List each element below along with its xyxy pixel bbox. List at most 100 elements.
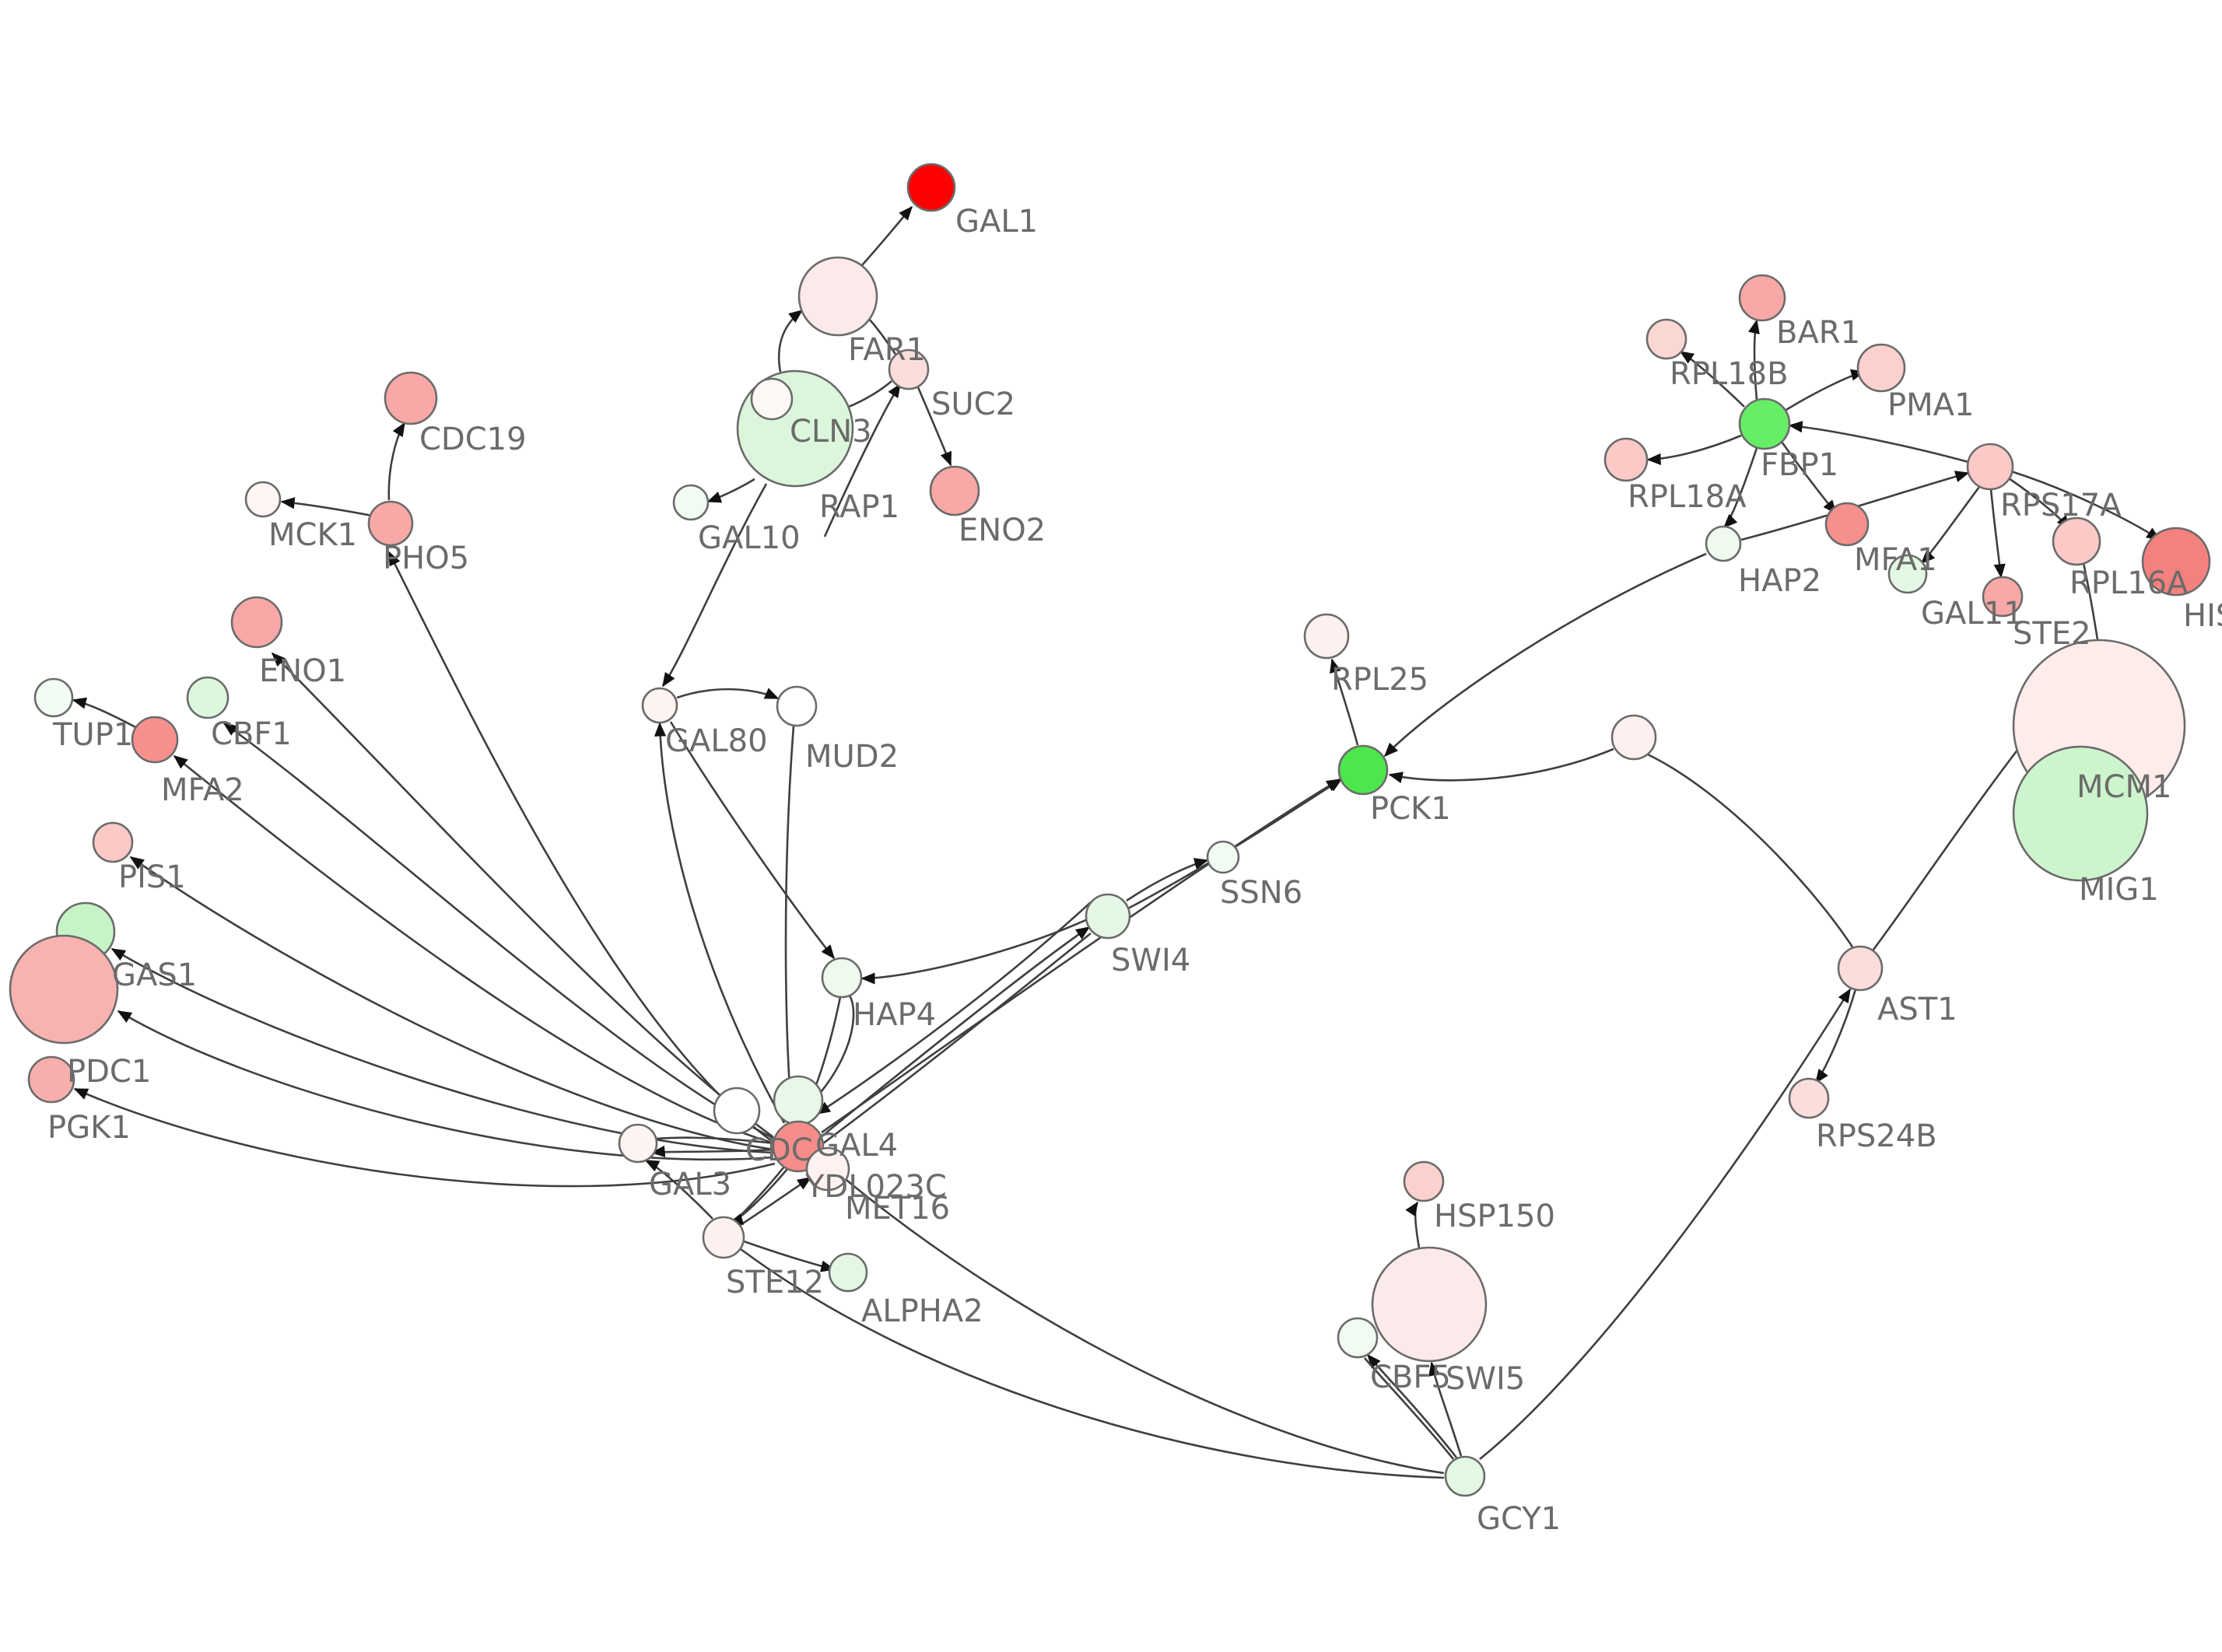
gene-label-met16: MET16 xyxy=(845,1191,950,1227)
edge-STE12-to-GAL3 xyxy=(644,1159,713,1220)
gene-label-ssn6: SSN6 xyxy=(1220,875,1302,911)
gene-node-pck1[interactable] xyxy=(1337,744,1389,796)
gene-node-cdc19[interactable] xyxy=(384,371,438,425)
edge-MCM1-to-AST1 xyxy=(1869,748,2020,954)
edge-SWI4-to-PCK1 xyxy=(1127,778,1343,910)
gene-node-ssn6[interactable] xyxy=(1206,840,1240,874)
gene-node-rps17a[interactable] xyxy=(1966,443,2014,491)
gene-node-far1[interactable] xyxy=(797,256,878,337)
gene-node-gal1[interactable] xyxy=(906,163,956,212)
edge-SWI4-to-SSN6 xyxy=(1126,858,1209,902)
label-layer: GAL1 FAR1 CLN3 RAP1 SUC2 ENO2 GAL10 CDC19 MCK1 PH… xyxy=(47,204,2222,1537)
gene-label-pdc1: PDC1 xyxy=(67,1054,151,1090)
gene-node-pho5[interactable] xyxy=(367,500,414,547)
edge-HAP2-to-PCK1 xyxy=(1383,552,1707,758)
gene-label-gas1: GAS1 xyxy=(112,957,197,993)
edge-MFA2-to-TUP1 xyxy=(72,697,138,730)
edge-FBP1-to-PMA1 xyxy=(1784,369,1866,412)
edge-RPS17A-to-FBP1 xyxy=(1788,421,1969,464)
gene-node-hsp150[interactable] xyxy=(1403,1160,1445,1202)
gene-node-mfa1[interactable] xyxy=(1824,502,1870,547)
edge-FBP1-to-HAP2 xyxy=(1723,447,1758,529)
gene-node-pgk1[interactable] xyxy=(27,1055,75,1104)
gene-node-tup1[interactable] xyxy=(33,677,74,718)
gene-label-cdc39: CDC xyxy=(745,1132,813,1168)
gene-node-pdc1[interactable] xyxy=(9,934,119,1045)
edge-FBP1-to-RPL18B xyxy=(1679,350,1745,408)
gene-node-rpl18b[interactable] xyxy=(1645,318,1688,360)
gene-node-rpl16a[interactable] xyxy=(2052,516,2101,566)
gene-node-cdc39[interactable] xyxy=(713,1087,761,1135)
gene-node-mfa2[interactable] xyxy=(131,716,179,764)
gene-node-hap4[interactable] xyxy=(821,957,863,999)
gene-node-swi5[interactable] xyxy=(1371,1246,1488,1363)
gene-node-mck1[interactable] xyxy=(244,481,282,518)
gene-label-gcy1: GCY1 xyxy=(1477,1501,1561,1537)
gene-node-gal10[interactable] xyxy=(672,484,710,521)
edge-FBP1-to-BAR1 xyxy=(1747,319,1760,401)
gene-label-ast1: AST1 xyxy=(1877,992,1957,1027)
gene-node-pma1[interactable] xyxy=(1856,343,1906,393)
gene-node-hub1[interactable] xyxy=(1610,714,1657,761)
edge-SWI5-to-HSP150 xyxy=(1405,1201,1421,1248)
gene-node-cbf5[interactable] xyxy=(1337,1317,1379,1359)
gene-node-ydl023c[interactable] xyxy=(805,1146,850,1192)
gene-node-pis1[interactable] xyxy=(92,821,134,863)
gene-node-eno2[interactable] xyxy=(929,465,980,516)
gene-node-gal11[interactable] xyxy=(1887,554,1928,594)
gene-label-cbf5: CBF5 xyxy=(1370,1360,1451,1395)
gene-label-mfa2: MFA2 xyxy=(161,772,244,808)
gene-node-rpl18a[interactable] xyxy=(1603,437,1649,482)
gene-node-hap2[interactable] xyxy=(1705,525,1742,562)
gene-label-alpha2: ALPHA2 xyxy=(861,1293,983,1329)
gene-node-rap1[interactable] xyxy=(750,377,794,421)
edge-GAL4-to-PDC1 xyxy=(117,1010,774,1161)
gene-node-gal3[interactable] xyxy=(618,1123,658,1164)
gene-label-pgk1: PGK1 xyxy=(47,1110,131,1146)
gene-label-hap2: HAP2 xyxy=(1738,563,1821,599)
gene-node-met16[interactable] xyxy=(773,1075,824,1126)
gene-label-cdc19: CDC19 xyxy=(419,422,527,457)
gene-node-eno1[interactable] xyxy=(230,596,283,649)
gene-node-suc2[interactable] xyxy=(888,348,930,390)
gene-node-rpl25[interactable] xyxy=(1303,613,1350,660)
gene-node-alpha2[interactable] xyxy=(828,1252,868,1293)
gene-label-tup1: TUP1 xyxy=(52,717,133,753)
edge-SWI4-to-HAP4 xyxy=(860,918,1088,985)
edge-GCY1-to-CBF5 xyxy=(1367,1353,1458,1458)
gene-label-pma1: PMA1 xyxy=(1887,387,1974,423)
gene-label-mcm1: MCM1 xyxy=(2077,769,2171,805)
gene-node-gcy1[interactable] xyxy=(1444,1455,1486,1497)
gene-label-rpl18b: RPL18B xyxy=(1670,356,1789,392)
edge-SUC2-to-ENO2 xyxy=(916,387,952,467)
edge-GAL4-to-GCY1 xyxy=(822,1160,1445,1475)
gene-node-gal80[interactable] xyxy=(641,687,678,724)
gene-node-swi4[interactable] xyxy=(1085,893,1131,940)
gene-node-bar1[interactable] xyxy=(1738,274,1786,322)
gene-node-ste12[interactable] xyxy=(702,1216,745,1259)
gene-node-mud2[interactable] xyxy=(776,685,818,727)
edge-GCY1-to-CBF5b xyxy=(1364,1357,1455,1460)
gene-node-ast1[interactable] xyxy=(1837,945,1884,992)
gene-label-pis1: PIS1 xyxy=(118,859,186,895)
gene-label-mfa1: MFA1 xyxy=(1854,542,1937,578)
gene-node-ste2[interactable] xyxy=(1982,576,2024,618)
edge-GAL80-to-MUD2 xyxy=(676,688,780,700)
gene-label-eno1: ENO1 xyxy=(259,653,346,689)
gene-node-rps24b[interactable] xyxy=(1788,1077,1830,1119)
gene-node-fbp1[interactable] xyxy=(1738,397,1791,450)
gene-label-bar1: BAR1 xyxy=(1776,315,1860,351)
edge-CLN3-to-FAR1 xyxy=(777,309,804,373)
gene-node-his4[interactable] xyxy=(2141,527,2211,597)
edge-PHO5-to-MCK1 xyxy=(280,497,373,517)
edge-RPS17A-to-GAL11 xyxy=(1920,486,1981,565)
gene-label-swi4: SWI4 xyxy=(1111,943,1190,978)
node-layer xyxy=(9,163,2211,1497)
edge-GAL4-to-GAL3 xyxy=(650,1145,776,1158)
gene-node-mig1[interactable] xyxy=(2012,745,2149,882)
edge-GAL4-to-CBF1 xyxy=(223,722,775,1140)
gene-label-cln3: CLN3 xyxy=(790,414,872,450)
gene-node-cbf1[interactable] xyxy=(186,676,230,719)
edge-GAL4-to-PCK1 xyxy=(821,778,1341,1134)
